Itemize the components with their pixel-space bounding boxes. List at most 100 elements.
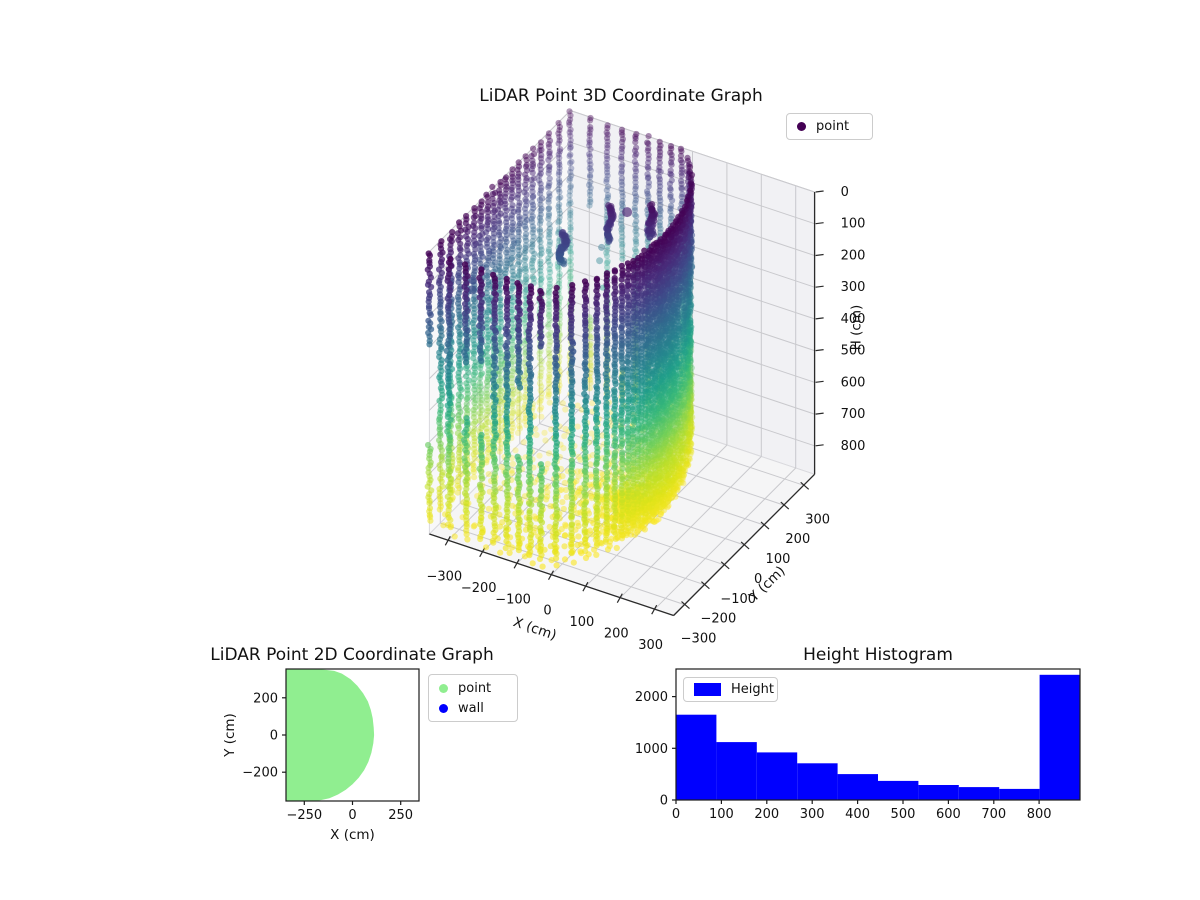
hist-bar — [999, 788, 1040, 800]
x-tick-label: −100 — [495, 592, 531, 607]
y-tick — [800, 481, 810, 490]
z-tick — [815, 317, 824, 320]
z-tick-label: 300 — [841, 280, 866, 295]
x-tick — [616, 593, 623, 603]
y-tick — [780, 501, 790, 510]
wall-marker-icon — [439, 703, 448, 713]
z-tick — [815, 412, 824, 415]
legend-label: point — [458, 680, 492, 696]
x-tick-label: 300 — [800, 807, 825, 822]
grid-line — [570, 110, 815, 193]
point-marker-icon — [439, 683, 448, 693]
grid-line — [559, 403, 804, 486]
x-tick — [582, 581, 589, 592]
hist-frame — [675, 668, 1081, 801]
hist-bar — [1039, 674, 1080, 800]
grid-line — [570, 363, 815, 447]
y-tick-label: −100 — [720, 592, 756, 607]
y-tick — [681, 601, 690, 610]
hist-legend: Height — [683, 677, 778, 702]
y-tick — [740, 541, 750, 550]
hist-bar — [676, 714, 717, 800]
x-tick-label: 400 — [845, 807, 870, 822]
y-axis-label: Y (cm) — [222, 713, 238, 758]
legend-label: wall — [458, 700, 484, 716]
grid-line — [570, 300, 815, 383]
hist-bar — [918, 785, 959, 800]
x-tick-label: −300 — [426, 569, 462, 584]
z-tick — [815, 349, 824, 352]
z-tick-label: 200 — [841, 248, 866, 263]
y-tick-label: −300 — [681, 632, 717, 647]
x-tick-label: 600 — [936, 807, 961, 822]
y-tick-label: 0 — [270, 729, 278, 744]
x-tick-label: 0 — [543, 604, 551, 619]
plot3d-points — [424, 108, 696, 570]
z-tick-label: 500 — [841, 344, 866, 359]
x-tick-label: 300 — [638, 638, 663, 653]
legend-label: Height — [731, 682, 774, 697]
hist-bar — [716, 742, 757, 800]
y-tick-label: 300 — [805, 512, 830, 527]
x-tick-label: 100 — [709, 807, 734, 822]
z-tick-label: 400 — [841, 312, 866, 327]
x-tick-label: 100 — [569, 615, 594, 630]
legend-item-height: Height — [694, 681, 774, 698]
z-tick — [815, 222, 824, 225]
x-tick-label: 250 — [388, 808, 413, 823]
y-axis-label: Y (cm) — [745, 563, 788, 606]
legend-label: point — [816, 119, 850, 134]
hist-bar — [756, 752, 798, 800]
x-tick-label: −250 — [286, 808, 322, 823]
plot2d-title: LiDAR Point 2D Coordinate Graph — [210, 645, 494, 665]
y-tick-label: 200 — [785, 532, 810, 547]
z-tick — [815, 190, 824, 193]
point-marker-icon — [797, 122, 806, 131]
grid-line — [570, 236, 815, 320]
point-region — [286, 669, 375, 801]
z-tick — [815, 285, 824, 288]
z-tick — [815, 444, 824, 447]
x-tick-label: −200 — [461, 581, 497, 596]
y-tick-label: 0 — [660, 794, 668, 809]
plot2d-legend: point wall — [428, 674, 518, 722]
x-axis-label: X (cm) — [330, 827, 375, 843]
y-tick-label: 2000 — [635, 690, 668, 705]
z-tick-label: 800 — [841, 439, 866, 454]
z-tick-label: 0 — [841, 185, 849, 200]
x-tick — [444, 536, 451, 546]
x-tick-label: 200 — [754, 807, 779, 822]
y-tick-label: 0 — [754, 572, 762, 587]
height-patch-icon — [694, 683, 721, 696]
x-tick-label: 0 — [672, 807, 680, 822]
legend-item-point: point — [439, 678, 507, 698]
x-tick-label: 0 — [348, 808, 356, 823]
hist-title: Height Histogram — [803, 645, 953, 665]
y-tick-label: −200 — [242, 766, 278, 781]
y-tick — [760, 521, 770, 530]
z-tick — [815, 380, 824, 383]
z-tick-label: 100 — [841, 217, 866, 232]
plot2d: −250 0 250 −200 0 200 X (cm) Y (cm) — [222, 668, 420, 843]
y-tick-label: 100 — [766, 552, 791, 567]
y-tick — [701, 581, 710, 590]
plot3d-title: LiDAR Point 3D Coordinate Graph — [479, 86, 763, 106]
y-tick-label: −200 — [701, 612, 737, 627]
y-tick — [720, 561, 730, 570]
hist-bar — [878, 780, 919, 800]
y-tick-label: 1000 — [635, 742, 668, 757]
z-tick-label: 600 — [841, 375, 866, 390]
x-tick-label: 800 — [1027, 807, 1052, 822]
legend-item-wall: wall — [439, 698, 507, 718]
z-tick-label: 700 — [841, 407, 866, 422]
plot3d-legend: point — [786, 113, 873, 140]
x-tick-label: 700 — [981, 807, 1006, 822]
x-tick — [651, 604, 658, 615]
x-tick — [547, 570, 555, 580]
grid-line — [570, 332, 815, 415]
hist-bar — [837, 774, 878, 800]
hist-bars — [676, 674, 1080, 800]
x-tick-label: 500 — [891, 807, 916, 822]
